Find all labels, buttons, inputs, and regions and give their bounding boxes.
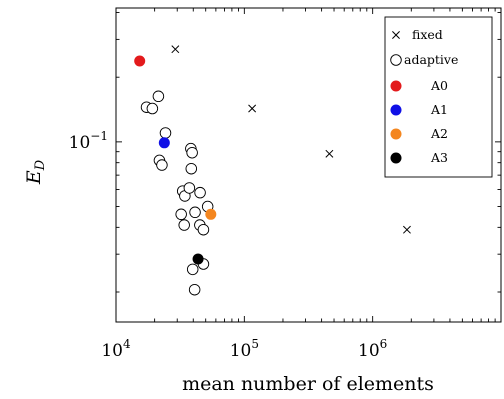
point-adaptive [188, 283, 201, 296]
point-adaptive [178, 219, 190, 231]
x-axis-label: mean number of elements [182, 373, 434, 395]
legend-box [384, 16, 493, 178]
x-tick-label-exponent: 5 [251, 337, 259, 351]
point-adaptive [152, 90, 165, 103]
y-axis-ticks: 10−1 [69, 12, 501, 293]
point-fixed [325, 149, 334, 158]
x-tick-label: 106 [358, 337, 387, 361]
legend-label: A3 [430, 150, 448, 165]
point-adaptive [146, 102, 159, 115]
legend-marker-a2 [390, 128, 402, 140]
legend-marker-a1 [390, 104, 402, 116]
point-a1 [158, 137, 170, 149]
legend-marker-a3 [390, 152, 402, 164]
x-axis-ticks: 104 105 106 [101, 8, 502, 361]
point-adaptive [185, 162, 198, 175]
point-fixed [403, 225, 411, 234]
data-points [134, 45, 411, 296]
y-axis-label-subscript: D [33, 159, 48, 171]
point-adaptive [194, 186, 206, 199]
point-adaptive [197, 223, 210, 236]
point-adaptive [186, 146, 198, 159]
y-tick-label-exponent: −1 [90, 129, 108, 143]
legend-marker-fixed [392, 31, 400, 39]
legend-entries: fixed adaptive A0 A1 A2 A3 [390, 27, 458, 165]
x-tick-label: 104 [101, 337, 131, 361]
x-tick-label-base: 10 [230, 341, 252, 361]
point-fixed [248, 104, 257, 113]
x-tick-label-base: 10 [101, 341, 123, 361]
point-a2 [205, 208, 217, 220]
x-tick-label-exponent: 6 [380, 337, 388, 351]
legend-label: adaptive [404, 52, 458, 67]
x-tick-label: 105 [230, 337, 259, 361]
y-axis-label-base: E [23, 170, 45, 185]
plot-area: 104 105 106 10−1 [69, 7, 502, 361]
point-a3 [192, 253, 204, 265]
x-tick-label-base: 10 [358, 341, 380, 361]
legend: fixed adaptive A0 A1 A2 A3 [384, 16, 493, 178]
point-a0 [134, 55, 146, 67]
point-adaptive [156, 159, 168, 171]
legend-label: fixed [412, 27, 443, 42]
point-adaptive [186, 263, 199, 276]
y-axis-label: ED [23, 159, 48, 185]
axis-frame [115, 7, 502, 323]
x-tick-label-exponent: 4 [123, 337, 131, 351]
point-fixed [171, 45, 180, 54]
point-adaptive [175, 208, 187, 221]
y-tick-label-base: 10 [69, 133, 91, 153]
legend-label: A1 [430, 102, 448, 117]
legend-label: A0 [430, 78, 448, 93]
point-adaptive [183, 182, 196, 194]
point-adaptive [159, 127, 172, 139]
legend-marker-a0 [390, 80, 402, 92]
legend-marker-adaptive [390, 54, 402, 66]
legend-label: A2 [430, 126, 448, 141]
point-adaptive [189, 206, 201, 219]
y-tick-label: 10−1 [69, 129, 108, 153]
